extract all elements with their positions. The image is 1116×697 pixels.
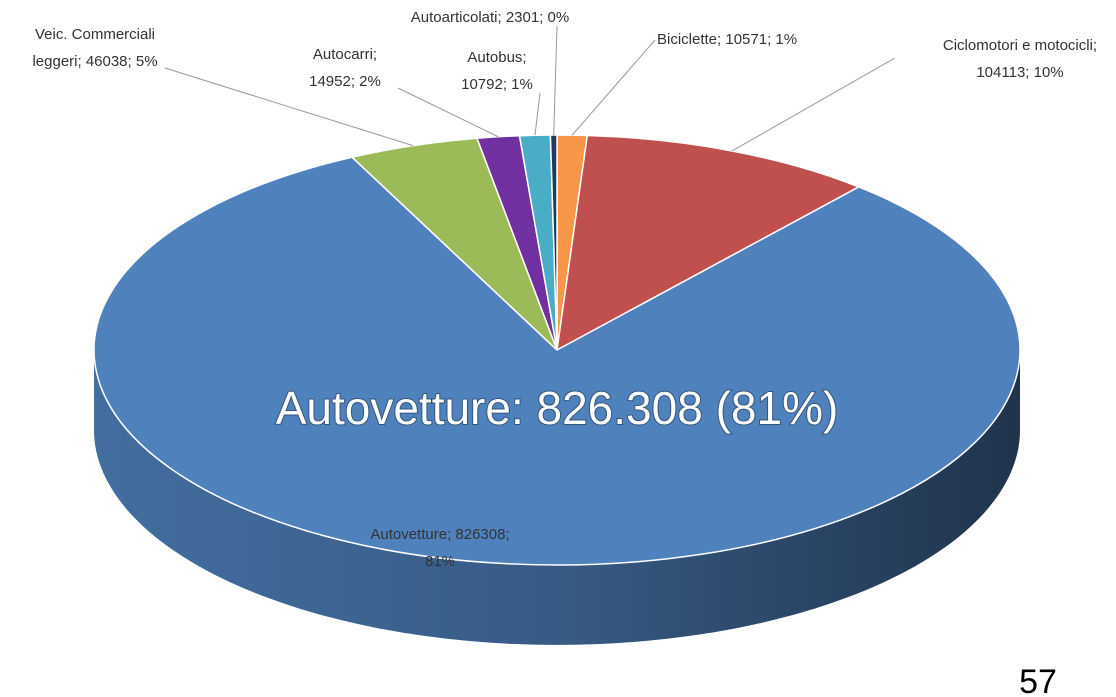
data-label: 104113; 10% bbox=[976, 64, 1063, 81]
data-label: 10792; 1% bbox=[461, 76, 533, 93]
data-label: Autoarticolati; 2301; 0% bbox=[411, 9, 569, 26]
data-label: Autovetture; 826308; bbox=[370, 526, 509, 543]
pie-sides bbox=[94, 350, 1020, 645]
labels: Biciclette; 10571; 1% Ciclomotori e motoc… bbox=[32, 9, 1097, 570]
pie-tops bbox=[93, 134, 1021, 566]
page-number: 57 bbox=[1019, 663, 1057, 697]
pie-slice bbox=[549, 134, 558, 351]
data-label: Autocarri; bbox=[313, 46, 377, 63]
data-label: leggeri; 46038; 5% bbox=[32, 53, 157, 70]
data-label: Ciclomotori e motocicli; bbox=[943, 37, 1097, 54]
leader-line bbox=[397, 87, 499, 138]
leader-line bbox=[553, 25, 558, 136]
annotation: Autovetture: 826.308 (81%) bbox=[276, 382, 839, 434]
data-label: 14952; 2% bbox=[309, 73, 381, 90]
leader-line bbox=[164, 67, 414, 147]
pie-slice bbox=[93, 156, 1021, 566]
pie-slice bbox=[556, 134, 861, 352]
leader-line bbox=[534, 92, 541, 136]
data-label: Autobus; bbox=[467, 49, 526, 66]
leader-line bbox=[731, 57, 896, 152]
pie-side-shade bbox=[94, 350, 1020, 645]
leader-line bbox=[571, 39, 656, 136]
data-label: 81% bbox=[425, 553, 455, 570]
data-label: Biciclette; 10571; 1% bbox=[657, 31, 797, 48]
data-label: Veic. Commerciali bbox=[35, 26, 155, 43]
